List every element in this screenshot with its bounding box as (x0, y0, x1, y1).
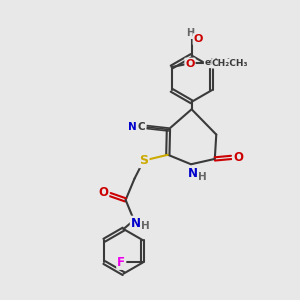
Text: O: O (98, 186, 108, 199)
Text: C: C (138, 122, 146, 132)
Text: N: N (188, 167, 197, 180)
Text: N: N (131, 217, 141, 230)
Text: F: F (117, 256, 125, 269)
Text: O: O (233, 151, 243, 164)
Text: CH₂CH₃: CH₂CH₃ (212, 59, 248, 68)
Text: S: S (140, 154, 148, 167)
Text: H: H (142, 221, 150, 231)
Text: O: O (185, 58, 195, 68)
Text: H: H (186, 28, 194, 38)
Text: O: O (194, 34, 203, 44)
Text: N: N (128, 122, 137, 131)
Text: H: H (198, 172, 207, 182)
Text: ethyl: ethyl (205, 58, 231, 68)
